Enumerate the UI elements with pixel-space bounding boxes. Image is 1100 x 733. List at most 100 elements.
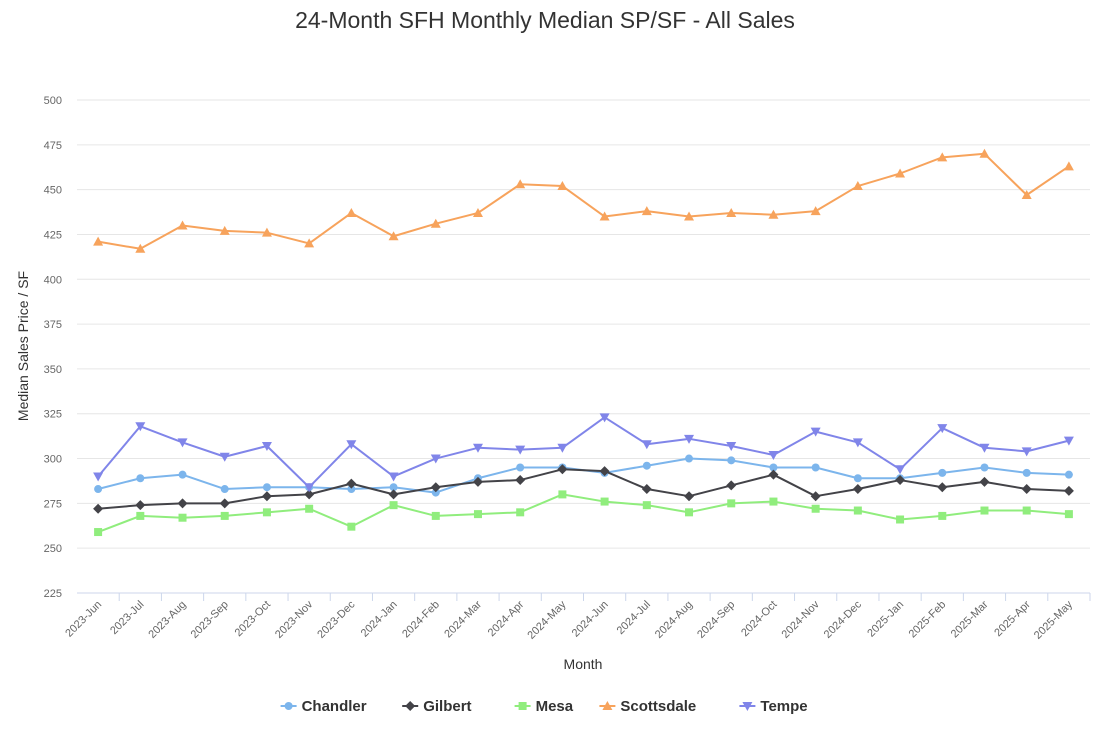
x-tick-label: 2023-Jun (63, 599, 104, 640)
y-tick-label: 475 (44, 140, 62, 152)
data-point-mesa (94, 528, 103, 537)
data-point-scottsdale (895, 168, 906, 178)
data-point-scottsdale (852, 181, 863, 191)
legend-label: Scottsdale (620, 698, 696, 715)
data-point-mesa (516, 508, 525, 517)
data-point-gilbert (810, 491, 821, 502)
x-tick-label: 2023-Aug (146, 599, 188, 641)
x-tick-label: 2023-Dec (315, 598, 358, 641)
data-point-tempe (93, 472, 104, 482)
data-point-tempe (430, 454, 441, 464)
data-point-gilbert (346, 478, 357, 489)
data-point-gilbert (1063, 485, 1074, 496)
data-point-tempe (304, 483, 315, 493)
data-point-gilbert (93, 503, 104, 514)
y-tick-label: 375 (44, 319, 62, 331)
legend-item-scottsdale[interactable]: Scottsdale (599, 698, 696, 715)
data-point-mesa (938, 511, 947, 520)
y-tick-label: 275 (44, 498, 62, 510)
legend-label: Chandler (302, 698, 367, 715)
data-point-chandler (262, 483, 271, 492)
data-point-mesa (642, 501, 651, 510)
y-tick-label: 250 (44, 543, 62, 555)
series-tempe (93, 413, 1074, 493)
series-line-mesa (97, 493, 1069, 533)
data-point-chandler (136, 474, 145, 483)
data-point-gilbert (852, 484, 863, 495)
y-axis-label: Median Sales Price / SF (15, 271, 31, 421)
data-point-chandler (980, 463, 989, 472)
x-tick-label: 2023-Nov (273, 598, 316, 641)
data-point-chandler (685, 454, 694, 463)
legend-item-mesa[interactable]: Mesa (514, 698, 574, 715)
data-point-tempe (135, 422, 146, 432)
x-tick-label: 2024-Jun (570, 599, 611, 640)
legend-item-gilbert[interactable]: Gilbert (402, 698, 472, 715)
data-point-scottsdale (346, 207, 357, 217)
series-scottsdale (93, 148, 1074, 253)
x-tick-label: 2025-Mar (949, 598, 991, 640)
chart-title: 24-Month SFH Monthly Median SP/SF - All … (295, 7, 795, 33)
data-point-scottsdale (388, 231, 399, 241)
data-point-gilbert (304, 489, 315, 500)
y-tick-label: 225 (44, 588, 62, 600)
data-point-chandler (727, 456, 736, 465)
data-point-scottsdale (641, 206, 652, 216)
data-point-gilbert (515, 475, 526, 486)
series-gilbert (93, 464, 1074, 514)
legend-item-chandler[interactable]: Chandler (280, 698, 367, 715)
data-point-scottsdale (93, 236, 104, 246)
x-tick-label: 2023-Jul (108, 599, 146, 637)
data-point-gilbert (261, 491, 272, 502)
x-tick-label: 2024-May (525, 598, 568, 641)
legend-label: Mesa (536, 698, 574, 715)
x-tick-label: 2025-Jan (865, 599, 906, 640)
data-point-gilbert (388, 489, 399, 500)
data-point-tempe (261, 441, 272, 451)
data-point-mesa (136, 511, 145, 520)
data-point-scottsdale (177, 220, 188, 230)
data-point-scottsdale (515, 179, 526, 189)
legend: Chandler Gilbert Mesa Scottsdale Tempe (280, 698, 808, 715)
data-point-tempe (641, 440, 652, 450)
data-point-tempe (219, 452, 230, 462)
data-point-mesa (980, 506, 989, 515)
data-point-tempe (726, 441, 737, 451)
grid (77, 99, 1090, 594)
x-tick-label: 2024-Mar (442, 598, 484, 640)
data-point-gilbert (684, 491, 695, 502)
data-point-mesa (389, 501, 398, 510)
data-point-scottsdale (768, 209, 779, 219)
x-axis-label: Month (564, 656, 603, 672)
legend-marker (284, 702, 293, 710)
x-tick-label: 2023-Oct (233, 599, 273, 639)
y-tick-label: 500 (44, 95, 62, 107)
data-point-scottsdale (1021, 190, 1032, 200)
x-tick-label: 2024-Apr (486, 598, 527, 639)
data-point-mesa (262, 508, 271, 517)
data-point-mesa (305, 504, 314, 513)
legend-marker (602, 701, 613, 710)
data-point-scottsdale (937, 152, 948, 162)
data-point-gilbert (599, 466, 610, 477)
data-point-gilbert (979, 476, 990, 487)
data-point-mesa (853, 506, 862, 515)
x-tick-label: 2025-Apr (992, 598, 1033, 639)
series-line-gilbert (98, 468, 1069, 510)
data-point-scottsdale (599, 211, 610, 221)
data-point-tempe (1063, 436, 1074, 446)
data-point-tempe (472, 443, 483, 453)
y-tick-label: 425 (44, 229, 62, 241)
data-point-chandler (1022, 468, 1031, 477)
data-point-mesa (220, 511, 229, 520)
data-point-scottsdale (261, 227, 272, 237)
data-point-scottsdale (219, 225, 230, 235)
data-point-mesa (558, 490, 567, 499)
data-point-gilbert (895, 475, 906, 486)
legend-item-tempe[interactable]: Tempe (739, 698, 808, 715)
data-point-scottsdale (472, 207, 483, 217)
x-tick-label: 2025-May (1032, 598, 1075, 641)
data-point-gilbert (641, 484, 652, 495)
data-point-gilbert (557, 464, 568, 475)
y-tick-label: 300 (44, 454, 62, 466)
